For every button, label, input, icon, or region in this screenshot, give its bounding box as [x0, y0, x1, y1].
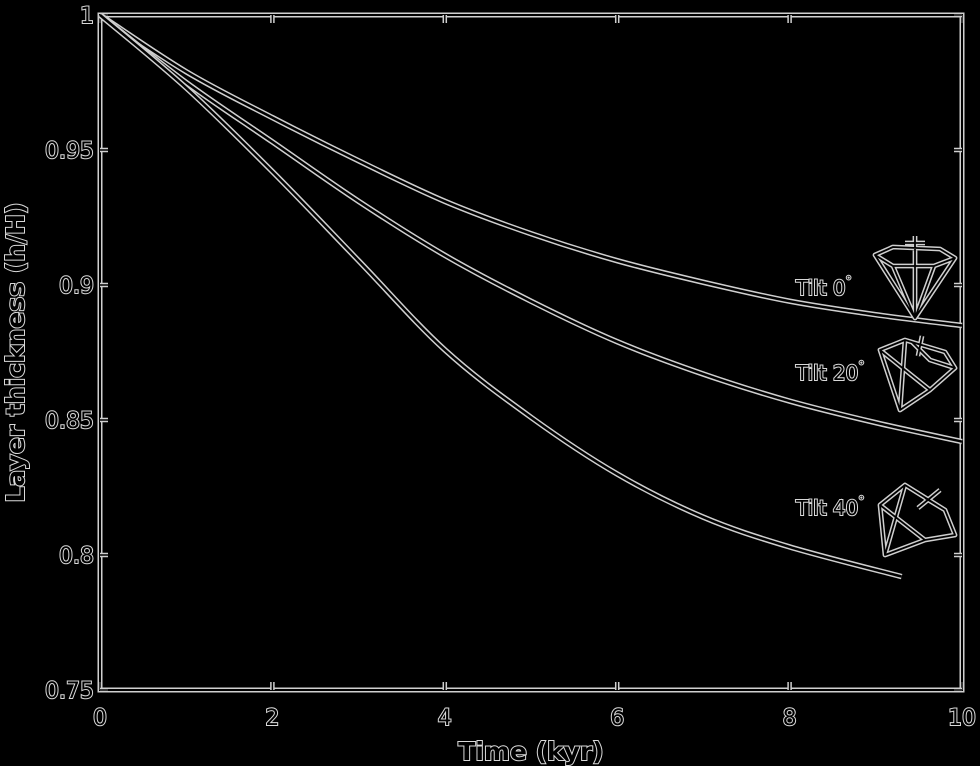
series-label-2: Tilt 20°: [795, 359, 864, 385]
series-labels: Tilt 0°Tilt 20°Tilt 40°: [794, 273, 865, 521]
series-label-text: Tilt 20: [795, 361, 858, 385]
x-tick-label: 4: [438, 706, 452, 731]
series-line-1: [98, 12, 963, 329]
x-tick-label: 2: [265, 706, 279, 731]
degree-symbol: °: [846, 274, 852, 288]
x-tick-label: 6: [610, 706, 624, 731]
x-axis-title: Time (kyr): [458, 737, 603, 766]
x-tick-label: 8: [783, 706, 797, 731]
x-tick-label: 0: [93, 706, 107, 731]
y-tick-label: 0.75: [45, 679, 94, 704]
y-tick-label: 0.85: [45, 409, 94, 434]
series-layer: [98, 12, 963, 580]
series-label-1: Tilt 0°: [795, 274, 852, 300]
plot-axes: 0 2 4 6 8 10 0.75 0.8 0.85 0.9 0.95 1: [44, 3, 977, 732]
x-tick-label: 10: [948, 706, 976, 731]
y-tick-label: 1: [80, 4, 94, 29]
series-line-3: [98, 12, 903, 580]
y-tick-label: 0.95: [45, 139, 94, 164]
crystal-tilt-40-icon: [877, 482, 958, 558]
crystal-tilt-0-icon: [872, 236, 958, 321]
crystal-orientation-icons: [872, 236, 958, 558]
series-label-text: Tilt 40: [795, 496, 858, 520]
series-label-text: Tilt 0: [795, 276, 846, 300]
y-axis-title: Layer thickness (h/H): [1, 203, 30, 503]
y-tick-label: 0.9: [59, 274, 94, 299]
y-tick-label: 0.8: [59, 544, 94, 569]
series-line-2: [98, 12, 963, 445]
crystal-tilt-20-icon: [877, 335, 958, 413]
degree-symbol: °: [858, 494, 864, 508]
degree-symbol: °: [858, 359, 864, 373]
plot-frame: [97, 12, 965, 693]
series-label-3: Tilt 40°: [795, 494, 864, 520]
